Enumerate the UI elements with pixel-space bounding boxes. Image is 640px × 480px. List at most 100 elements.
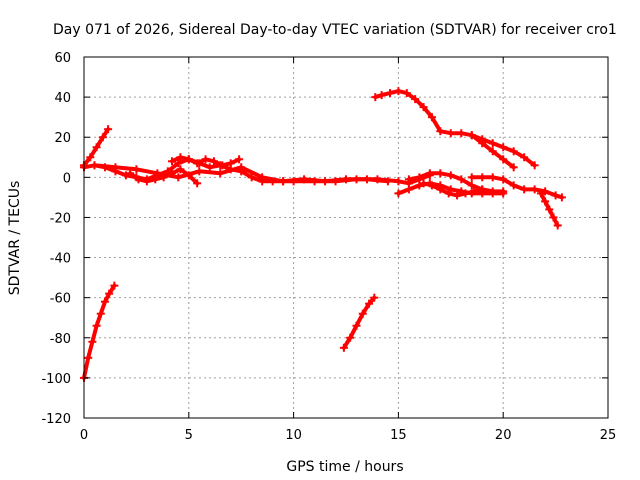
- x-tick-label: 20: [495, 428, 512, 443]
- data-point: [394, 87, 403, 96]
- data-point: [499, 175, 508, 184]
- data-point: [488, 173, 497, 182]
- data-point: [195, 167, 204, 176]
- data-point: [394, 177, 403, 186]
- data-point: [193, 159, 202, 168]
- y-tick-label: 0: [63, 171, 71, 186]
- data-point: [168, 169, 177, 178]
- data-point: [126, 169, 135, 178]
- data-point: [478, 185, 487, 194]
- data-point: [88, 337, 97, 346]
- data-point: [402, 89, 411, 98]
- y-tick-label: -80: [50, 332, 71, 347]
- x-tick-label: 25: [600, 428, 617, 443]
- data-point: [300, 175, 309, 184]
- data-point: [193, 179, 202, 188]
- x-tick-label: 5: [185, 428, 193, 443]
- data-point: [446, 129, 455, 138]
- data-point: [499, 187, 508, 196]
- plot-frame: [83, 56, 609, 419]
- data-point: [446, 171, 455, 180]
- data-point: [218, 161, 227, 170]
- data-point: [216, 169, 225, 178]
- data-point: [90, 161, 99, 170]
- data-point: [235, 155, 244, 164]
- data-point: [436, 185, 445, 194]
- data-point: [176, 153, 185, 162]
- labels-layer: 0 5 10 15 20 25 -120 -100 -80 -60 -40 -20 0 20 40 60: [41, 51, 616, 443]
- data-point: [419, 179, 428, 188]
- series-arc-late-tail: [469, 175, 564, 200]
- data-point: [394, 189, 403, 198]
- data-point: [258, 173, 267, 182]
- y-tick-label: -100: [41, 372, 71, 387]
- data-point: [419, 103, 428, 112]
- data-point: [461, 189, 470, 198]
- data-point: [226, 159, 235, 168]
- data-point: [436, 127, 445, 136]
- data-point: [467, 181, 476, 190]
- data-point: [96, 309, 105, 318]
- data-point: [184, 155, 193, 164]
- data-point: [365, 299, 374, 308]
- data-point: [509, 163, 518, 172]
- data-point: [488, 139, 497, 148]
- axes-layer: [83, 56, 609, 419]
- x-tick-label: 0: [80, 428, 88, 443]
- data-point: [237, 163, 246, 172]
- data-point: [383, 177, 392, 186]
- x-tick-label: 10: [285, 428, 302, 443]
- data-point: [159, 173, 168, 182]
- data-point: [151, 175, 160, 184]
- data-point: [509, 181, 518, 190]
- data-point: [427, 181, 436, 190]
- data-point: [247, 173, 256, 182]
- data-point: [342, 175, 350, 184]
- data-point: [386, 89, 395, 98]
- data-point: [530, 185, 539, 194]
- data-point: [457, 175, 466, 184]
- data-point: [377, 91, 386, 100]
- data-point: [436, 169, 445, 178]
- data-point: [174, 173, 183, 182]
- data-point: [84, 353, 93, 362]
- data-point: [339, 343, 348, 352]
- data-point: [142, 177, 151, 186]
- data-point: [321, 177, 330, 186]
- data-point: [478, 139, 487, 148]
- y-tick-label: -20: [50, 211, 71, 226]
- data-point: [111, 163, 120, 172]
- data-point: [121, 171, 130, 180]
- data-point: [404, 175, 413, 184]
- data-point: [132, 165, 141, 174]
- data-point: [86, 153, 95, 162]
- data-point: [467, 173, 476, 182]
- y-tick-label: 40: [54, 91, 71, 106]
- y-tick-label: 60: [54, 51, 71, 66]
- data-point: [541, 197, 550, 206]
- data-point: [92, 321, 101, 330]
- data-point: [457, 129, 466, 138]
- data-point: [478, 173, 487, 182]
- data-point: [134, 175, 143, 184]
- data-point: [469, 187, 478, 196]
- data-point: [411, 95, 420, 104]
- data-point: [551, 191, 560, 200]
- data-point: [499, 155, 508, 164]
- data-point: [358, 309, 367, 318]
- data-point: [279, 177, 288, 186]
- data-point: [404, 185, 413, 194]
- data-point: [346, 333, 355, 342]
- data-point: [488, 187, 497, 196]
- data-point: [415, 181, 424, 190]
- data-point: [362, 175, 371, 184]
- data-point: [201, 155, 210, 164]
- data-point: [153, 169, 162, 178]
- chart-title: Day 071 of 2026, Sidereal Day-to-day VTE…: [53, 22, 617, 38]
- data-point: [545, 205, 554, 214]
- data-point: [371, 93, 380, 102]
- data-point: [444, 189, 453, 198]
- data-point: [352, 321, 361, 330]
